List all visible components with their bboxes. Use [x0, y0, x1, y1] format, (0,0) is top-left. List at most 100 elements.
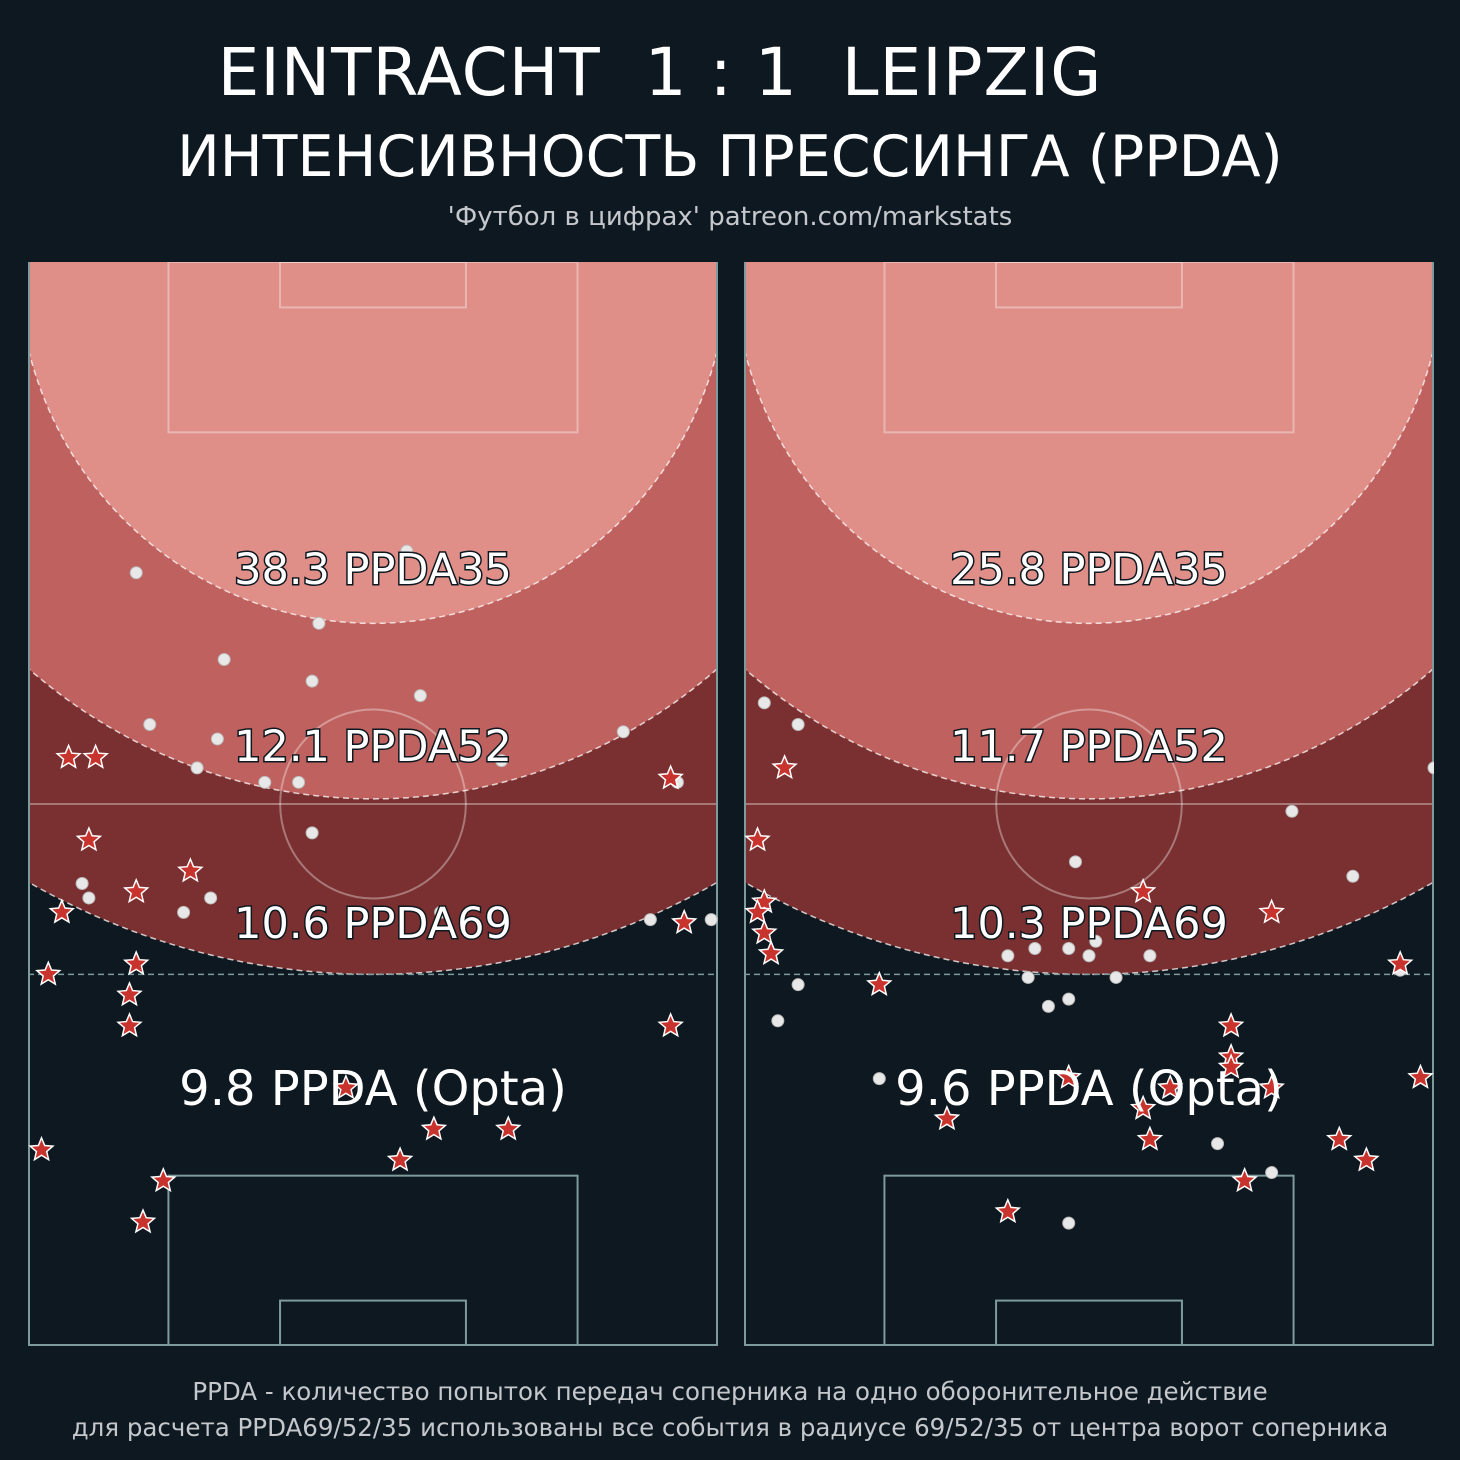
footer-method: для расчета PPDA69/52/35 использованы вс…: [71, 1413, 1389, 1442]
event-dot: [1068, 855, 1082, 869]
pitch-eintracht: 38.3 PPDA35 12.1 PPDA52 10.6 PPDA69 9.8 PPD…: [28, 262, 718, 1346]
event-dot: [258, 775, 272, 789]
penalty-box-top: [167, 262, 579, 434]
event-dot: [82, 891, 96, 905]
event-dot: [791, 978, 805, 992]
event-star: [866, 970, 893, 996]
event-star: [670, 908, 698, 934]
event-star: [1055, 1063, 1082, 1089]
event-dot: [292, 775, 306, 789]
event-dot: [177, 905, 191, 919]
event-star: [116, 981, 143, 1007]
event-star: [1217, 1012, 1245, 1038]
event-star: [994, 1197, 1022, 1224]
event-dot: [757, 696, 771, 710]
event-dot: [1143, 949, 1157, 963]
event-dot: [1109, 970, 1123, 984]
event-star: [1217, 1053, 1245, 1079]
event-dot: [1062, 1216, 1076, 1230]
event-dot: [704, 913, 718, 927]
pitch-chart: 25.8 PPDA35 11.7 PPDA52 10.3 PPDA69 9.6 PPD…: [744, 262, 1434, 1346]
label-ppda69: 10.3 PPDA69: [950, 899, 1228, 949]
event-star: [1129, 877, 1157, 904]
event-dot: [1089, 934, 1103, 948]
event-dot: [1427, 761, 1434, 775]
event-dot: [413, 689, 427, 703]
label-ppda35: 25.8 PPDA35: [950, 545, 1228, 595]
event-dot: [643, 913, 657, 927]
event-dot: [1062, 942, 1076, 956]
event-dot: [143, 718, 157, 732]
label-ppda-opta: 9.8 PPDA (Opta): [179, 1061, 567, 1117]
event-star: [150, 1166, 177, 1193]
event-dot: [210, 732, 224, 746]
pitch-chart: 38.3 PPDA35 12.1 PPDA52 10.6 PPDA69 9.8 PPD…: [28, 262, 718, 1346]
event-dot: [1021, 970, 1035, 984]
zone-boundary: [744, 344, 1434, 624]
pitch-border: [28, 262, 718, 1346]
penalty-box-bottom: [883, 1174, 1295, 1346]
goal-area-bottom: [279, 1299, 467, 1346]
event-dot: [129, 566, 143, 580]
goal-area-top: [995, 262, 1183, 309]
event-star: [657, 764, 684, 790]
label-ppda52: 12.1 PPDA52: [234, 722, 512, 772]
event-dot: [1346, 869, 1360, 883]
event-dot: [217, 652, 231, 666]
event-dot: [434, 905, 448, 919]
zone-boundary: [744, 667, 1434, 800]
event-star: [744, 898, 771, 924]
event-dot: [312, 616, 326, 630]
event-star: [116, 1012, 143, 1038]
centre-circle: [995, 708, 1183, 900]
event-dot: [1285, 804, 1299, 818]
event-star: [1231, 1166, 1258, 1193]
zone-35: [744, 262, 1434, 624]
event-star: [82, 743, 109, 769]
event-dot: [616, 725, 630, 739]
event-dot: [1028, 942, 1042, 956]
event-star: [1326, 1125, 1353, 1151]
penalty-box-bottom: [167, 1174, 579, 1346]
event-star: [1258, 1073, 1285, 1100]
label-ppda52: 11.7 PPDA52: [950, 722, 1228, 772]
event-star: [1156, 1073, 1184, 1100]
event-star: [48, 898, 76, 924]
source-credit: 'Футбол в цифрах' patreon.com/markstats: [447, 202, 1013, 232]
event-dot: [1001, 949, 1015, 963]
event-star: [122, 877, 150, 904]
pitch-leipzig: 25.8 PPDA35 11.7 PPDA52 10.3 PPDA69 9.6 PPD…: [744, 262, 1434, 1346]
zone-35: [28, 262, 718, 624]
event-dot: [495, 754, 509, 768]
event-star: [495, 1115, 522, 1141]
label-ppda69: 10.6 PPDA69: [234, 899, 512, 949]
event-star: [28, 1135, 55, 1162]
event-star: [1353, 1146, 1380, 1172]
event-star: [771, 753, 798, 780]
event-dot: [305, 674, 319, 688]
event-star: [177, 857, 204, 883]
event-star: [744, 826, 771, 852]
event-star: [1407, 1063, 1434, 1089]
event-star: [751, 919, 778, 945]
event-star: [35, 960, 62, 986]
event-dot: [1211, 1137, 1225, 1151]
event-star: [129, 1208, 157, 1234]
label-ppda35: 38.3 PPDA35: [234, 545, 512, 595]
event-dot: [204, 891, 218, 905]
event-star: [757, 939, 785, 965]
event-star: [55, 743, 82, 769]
goal-area-top: [279, 262, 467, 309]
event-dot: [190, 761, 204, 775]
zone-boundary: [28, 667, 718, 800]
event-star: [1386, 950, 1414, 976]
pitch-border: [744, 262, 1434, 1346]
goal-area-bottom: [995, 1299, 1183, 1346]
event-dot: [1062, 992, 1076, 1006]
event-dot: [1041, 999, 1055, 1013]
label-ppda-opta: 9.6 PPDA (Opta): [895, 1061, 1283, 1117]
event-star: [420, 1115, 448, 1141]
event-dot: [1082, 949, 1096, 963]
event-dot: [305, 826, 319, 840]
event-dot: [1265, 1166, 1279, 1180]
